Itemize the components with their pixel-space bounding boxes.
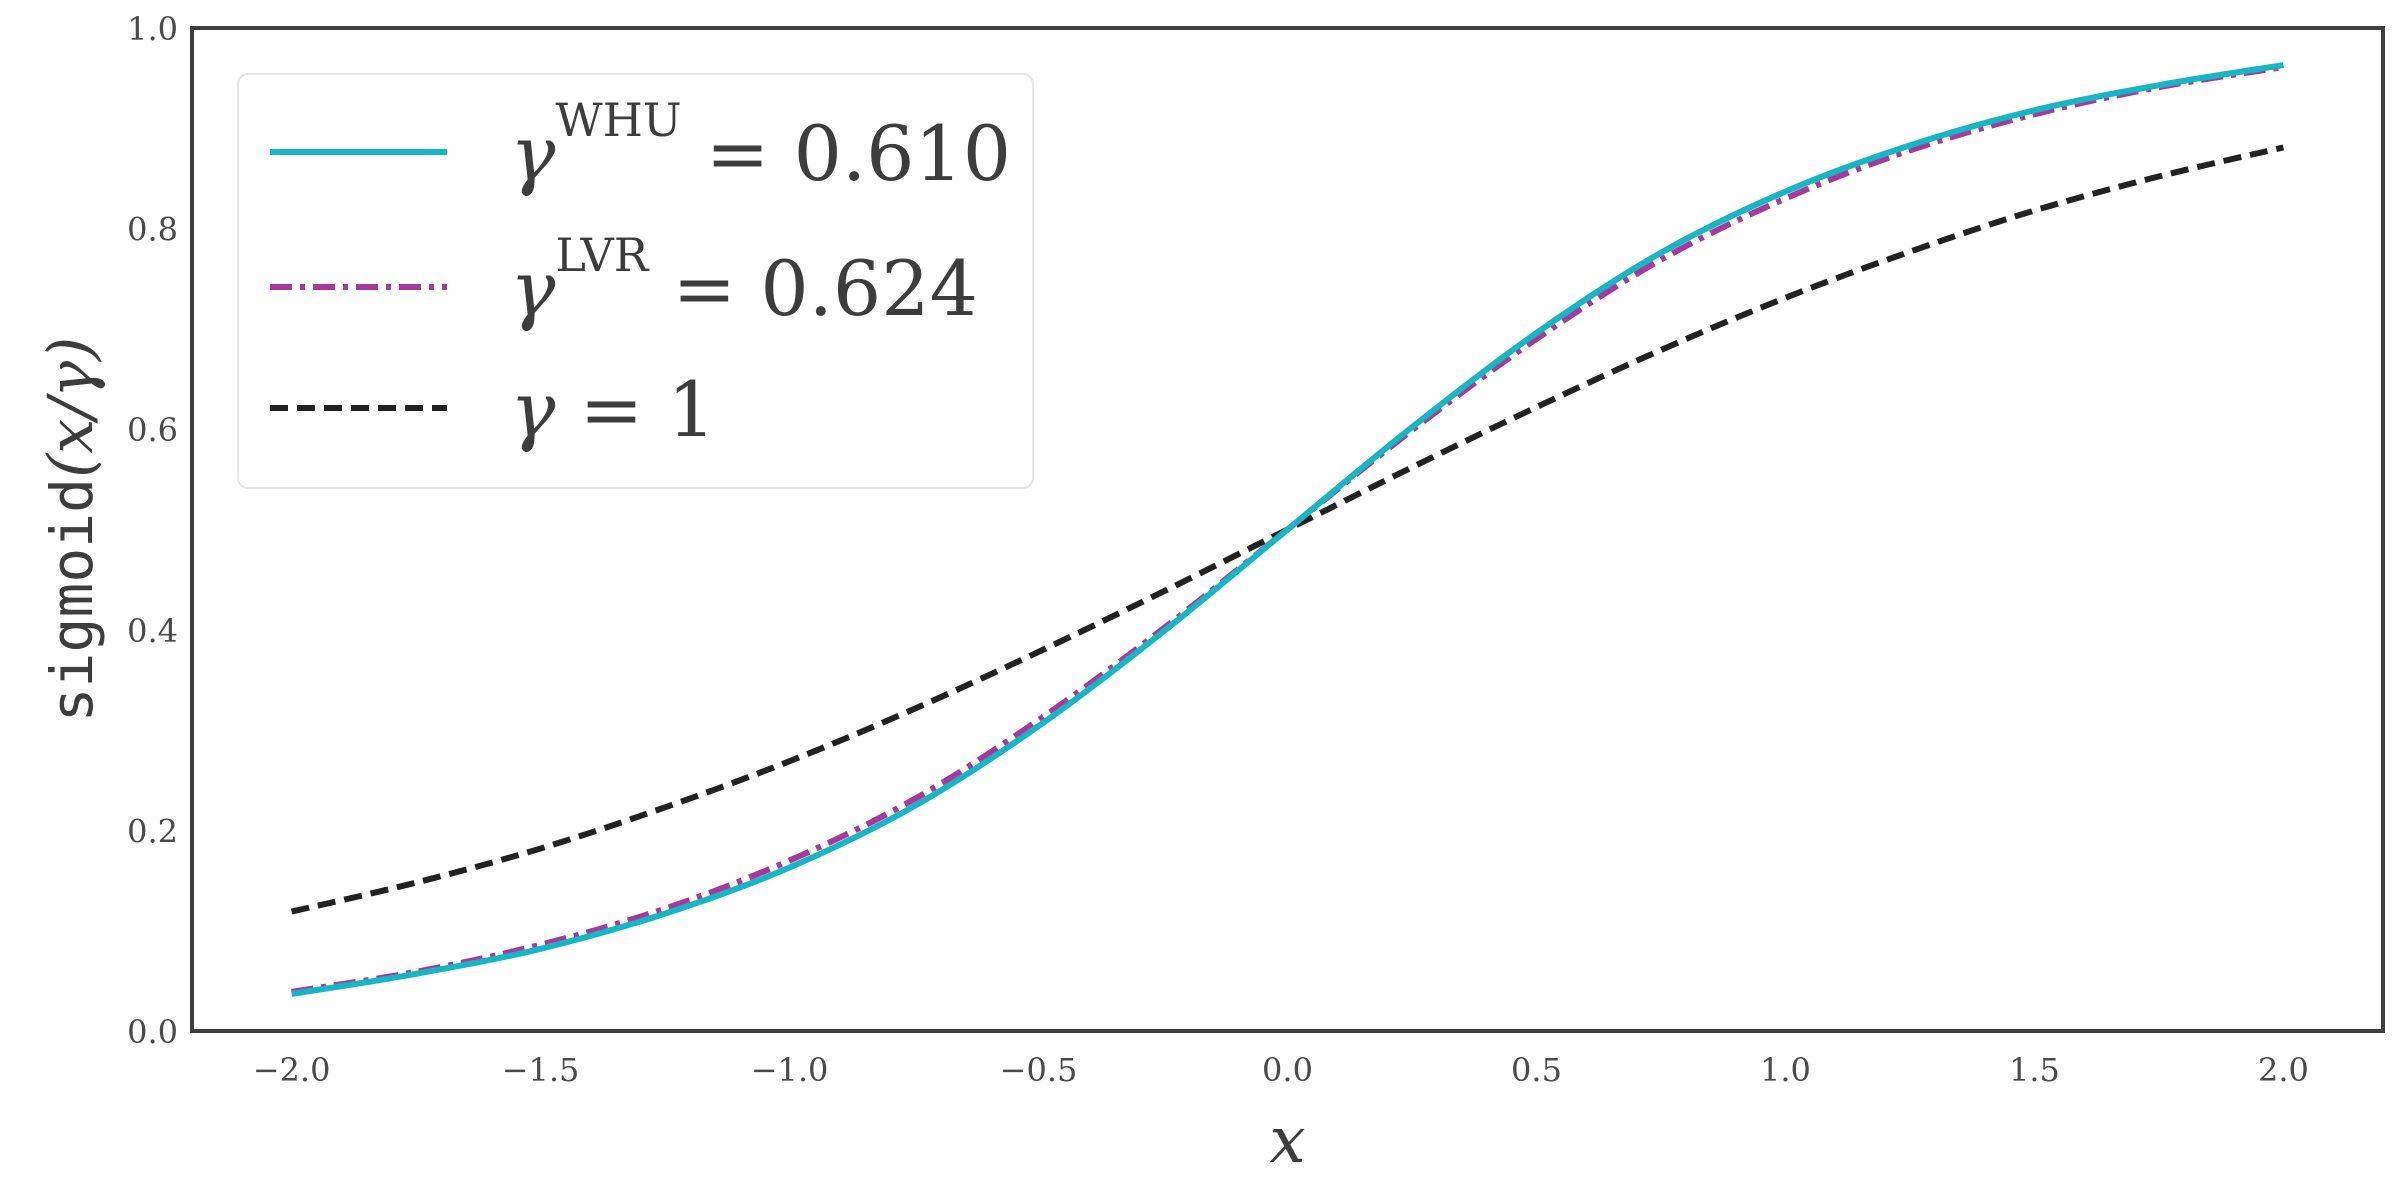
series-line-lvr [291,64,2284,995]
legend-entry-one: γ = 1 [270,365,716,454]
y-tick-label: 0.4 [127,612,178,650]
x-tick-label: −0.5 [1000,1051,1078,1089]
y-tick-label: 1.0 [127,10,178,48]
x-tick-label: −2.0 [253,1051,331,1089]
series-line-whu [291,62,2284,997]
y-axis-label-math: (x/γ) [34,337,107,478]
x-tick-label: 1.5 [2009,1051,2060,1089]
x-tick-label: 2.0 [2258,1051,2309,1089]
plot-series [290,62,2285,997]
y-tick-label: 0.0 [127,1013,178,1051]
x-tick-label: 1.0 [1760,1051,1811,1089]
y-axis-label-mono: sigmoid [38,478,106,722]
x-tick-label: −1.0 [751,1051,829,1089]
y-tick-label: 0.6 [127,411,178,449]
y-axis-ticks: 0.0 0.2 0.4 0.6 0.8 1.0 [127,10,178,1051]
legend: γWHU = 0.610 γLVR = 0.624 γ = 1 [237,73,1034,489]
legend-entry-whu: γWHU = 0.610 [270,93,1011,198]
x-axis-label: x [1269,1104,1305,1178]
legend-label-lvr: γLVR = 0.624 [510,228,978,333]
x-tick-label: 0.0 [1262,1051,1313,1089]
legend-box [237,73,1034,489]
x-tick-label: −1.5 [502,1051,580,1089]
x-tick-label: 0.5 [1511,1051,1562,1089]
y-tick-label: 0.2 [127,812,178,850]
legend-entries: γWHU = 0.610 γLVR = 0.624 γ = 1 [270,93,1011,454]
legend-label-one: γ = 1 [510,365,716,454]
y-axis-label: sigmoid(x/γ) [34,337,107,723]
legend-label-whu: γWHU = 0.610 [510,93,1011,198]
y-tick-label: 0.8 [127,211,178,249]
plot-frame [190,26,2385,1033]
x-axis-ticks: −2.0 −1.5 −1.0 −0.5 0.0 0.5 1.0 1.5 2.0 [253,1051,2309,1089]
legend-entry-lvr: γLVR = 0.624 [270,228,978,333]
